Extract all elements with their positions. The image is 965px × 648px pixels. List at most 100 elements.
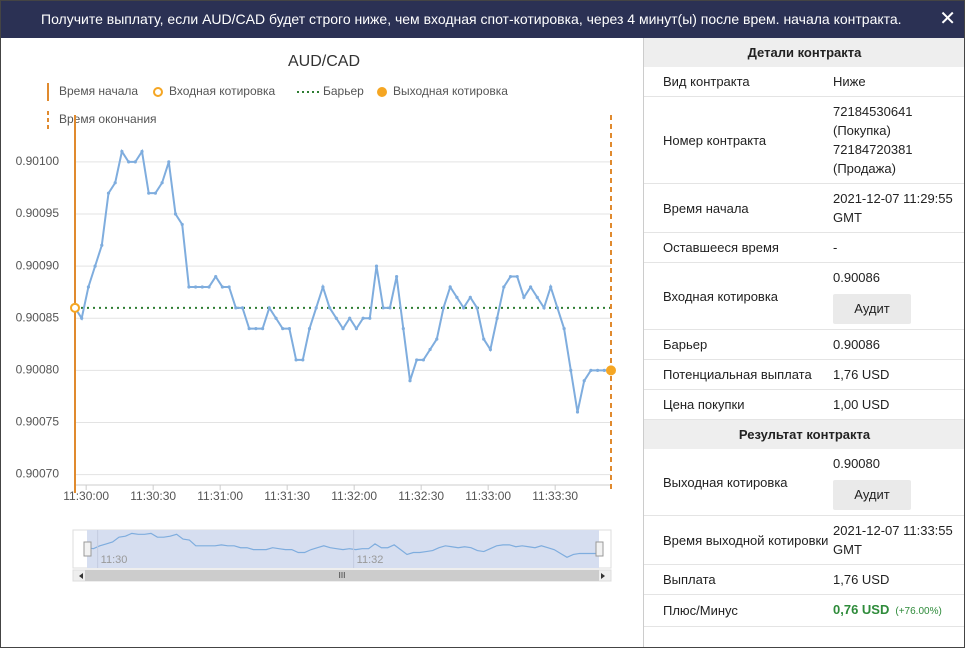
- x-tick-label: 11:33:00: [465, 489, 511, 503]
- price-point: [274, 316, 278, 320]
- price-point: [488, 347, 492, 352]
- detail-label: Цена покупки: [663, 397, 745, 412]
- header-title: Получите выплату, если AUD/CAD будет стр…: [41, 11, 902, 27]
- y-tick-label: 0.90070: [16, 467, 60, 481]
- detail-value: -: [833, 240, 838, 255]
- navigator-handle[interactable]: [595, 541, 604, 557]
- detail-value-cell: 1,76 USD: [833, 365, 958, 384]
- price-point: [441, 306, 446, 310]
- price-point: [408, 379, 412, 383]
- price-point: [200, 285, 204, 289]
- price-point: [428, 347, 432, 352]
- price-point: [388, 306, 392, 310]
- detail-value: 1,76 USD: [833, 572, 890, 587]
- price-point: [314, 306, 318, 310]
- detail-value-cell: 1,76 USD: [833, 570, 958, 589]
- price-point: [328, 306, 332, 310]
- price-point: [395, 274, 399, 279]
- detail-value-cell: 0,76 USD (+76.00%): [833, 600, 958, 621]
- detail-row: Вид контракта Ниже: [644, 67, 964, 97]
- detail-value: 2021-12-07 11:33:55 GMT: [833, 523, 953, 557]
- x-tick-label: 11:30:00: [63, 489, 109, 503]
- price-point: [214, 274, 218, 279]
- audit-button[interactable]: Аудит: [833, 480, 911, 510]
- detail-row: Потенциальная выплата 1,76 USD: [644, 360, 964, 390]
- price-point: [562, 327, 566, 331]
- contract-panel: Детали контракта Вид контракта Ниже Номер к…: [643, 38, 964, 647]
- detail-value-cell: 0.90086 Аудит: [833, 268, 958, 324]
- price-point: [569, 368, 573, 372]
- x-tick-label: 11:32:00: [331, 489, 377, 503]
- detail-value-cell: Ниже: [833, 72, 958, 91]
- y-tick-label: 0.90075: [16, 415, 60, 429]
- price-point: [455, 295, 459, 299]
- detail-row: Время выходной котировки 2021-12-07 11:33…: [644, 516, 964, 565]
- price-point: [341, 327, 345, 331]
- price-point: [475, 306, 479, 310]
- price-point: [261, 327, 265, 331]
- legend-label: Барьер: [323, 84, 364, 98]
- price-point: [421, 358, 425, 362]
- y-tick-label: 0.90095: [16, 206, 60, 220]
- detail-label: Плюс/Минус: [663, 603, 738, 618]
- detail-label: Оставшееся время: [663, 240, 779, 255]
- detail-value-cell: 0.90080 Аудит: [833, 454, 958, 510]
- price-point: [120, 149, 124, 154]
- detail-note: (+76.00%): [895, 606, 942, 617]
- navigator-handle[interactable]: [83, 541, 92, 557]
- price-point: [508, 274, 513, 279]
- price-point: [106, 191, 111, 195]
- price-point: [549, 285, 553, 289]
- price-point: [127, 160, 131, 164]
- detail-row: Время начала 2021-12-07 11:29:55 GMT: [644, 184, 964, 233]
- price-point: [100, 243, 104, 247]
- detail-label: Время начала: [663, 200, 749, 216]
- price-point: [187, 285, 191, 289]
- price-point: [495, 316, 499, 320]
- detail-value: 1,76 USD: [833, 367, 890, 382]
- audit-button[interactable]: Аудит: [833, 294, 911, 324]
- detail-value-cell: 2021-12-07 11:33:55 GMT: [833, 521, 958, 559]
- detail-value: 0.90086: [833, 270, 880, 285]
- price-point: [522, 295, 526, 299]
- price-point: [234, 306, 238, 310]
- price-line: [74, 148, 611, 413]
- y-tick-label: 0.90085: [16, 310, 60, 324]
- x-tick-label: 11:30:30: [130, 489, 176, 503]
- price-point: [294, 358, 298, 362]
- detail-label: Выплата: [663, 572, 716, 587]
- exit-spot: [606, 365, 616, 376]
- price-point: [207, 285, 211, 289]
- price-point: [167, 160, 171, 164]
- price-point: [515, 274, 519, 279]
- price-point: [415, 358, 419, 362]
- price-point: [160, 181, 164, 185]
- detail-value: 2021-12-07 11:29:55 GMT: [833, 191, 953, 225]
- price-point: [468, 295, 472, 299]
- legend-label: Время окончания: [59, 112, 157, 126]
- detail-value-cell: -: [833, 238, 958, 257]
- price-point: [227, 285, 231, 289]
- price-point: [254, 327, 258, 331]
- price-point: [448, 285, 452, 289]
- scroll-arrow: [79, 573, 83, 579]
- navigator-tick-label: 11:32: [357, 554, 384, 566]
- detail-value: 0,76 USD: [833, 602, 890, 617]
- detail-label: Номер контракта: [663, 132, 767, 148]
- close-button[interactable]: ✕: [939, 8, 956, 30]
- detail-value: 0.90086: [833, 337, 880, 352]
- section-title: Результат контракта: [644, 420, 964, 449]
- legend-label: Время начала: [59, 84, 138, 98]
- price-point: [93, 264, 97, 268]
- price-point: [381, 306, 385, 310]
- price-point: [147, 191, 151, 195]
- section-title: Детали контракта: [644, 38, 964, 67]
- price-point: [80, 316, 84, 320]
- detail-row: Цена покупки 1,00 USD: [644, 390, 964, 420]
- price-point: [462, 306, 466, 310]
- price-point: [529, 285, 533, 289]
- price-point: [113, 181, 117, 185]
- price-point: [140, 149, 144, 154]
- price-point: [575, 410, 580, 414]
- price-point: [86, 285, 90, 289]
